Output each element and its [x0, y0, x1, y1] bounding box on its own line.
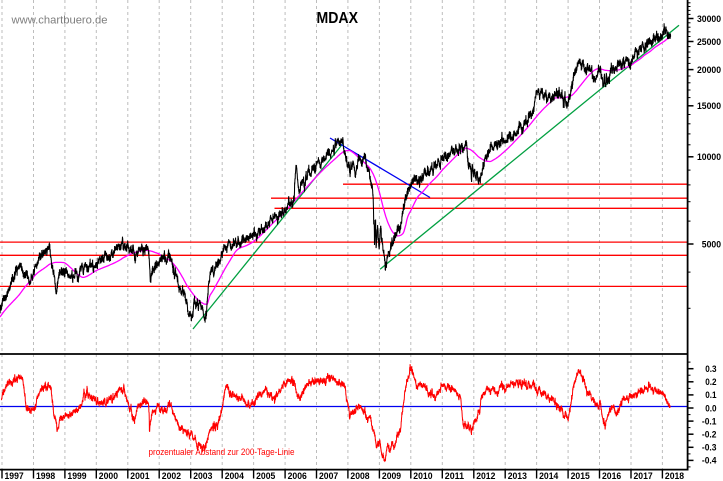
- svg-text:0.0: 0.0: [705, 403, 716, 413]
- svg-text:2008: 2008: [350, 471, 369, 481]
- svg-text:-0.1: -0.1: [702, 416, 717, 426]
- svg-text:2000: 2000: [99, 471, 118, 481]
- svg-text:2011: 2011: [445, 471, 464, 481]
- svg-text:2010: 2010: [413, 471, 432, 481]
- svg-text:0.3: 0.3: [705, 364, 716, 374]
- svg-text:2006: 2006: [288, 471, 307, 481]
- svg-text:10000: 10000: [697, 152, 721, 162]
- svg-text:2013: 2013: [508, 471, 527, 481]
- svg-text:1999: 1999: [67, 471, 86, 481]
- svg-text:-0.2: -0.2: [702, 430, 717, 440]
- svg-text:prozentualer Abstand zur 200-T: prozentualer Abstand zur 200-Tage-Linie: [149, 447, 295, 458]
- svg-text:2005: 2005: [256, 471, 275, 481]
- svg-text:-0.4: -0.4: [702, 456, 717, 466]
- svg-text:0.1: 0.1: [705, 390, 716, 400]
- svg-text:2018: 2018: [665, 471, 684, 481]
- svg-text:30000: 30000: [697, 14, 721, 24]
- svg-text:1997: 1997: [5, 471, 24, 481]
- svg-text:2012: 2012: [476, 471, 495, 481]
- svg-text:25000: 25000: [697, 37, 721, 47]
- svg-text:MDAX: MDAX: [317, 10, 359, 27]
- svg-text:2007: 2007: [319, 471, 338, 481]
- svg-text:-0.3: -0.3: [702, 443, 717, 453]
- svg-text:2014: 2014: [539, 471, 559, 481]
- svg-text:2002: 2002: [162, 471, 181, 481]
- svg-text:2009: 2009: [382, 471, 401, 481]
- svg-text:15000: 15000: [697, 101, 721, 111]
- svg-text:2004: 2004: [225, 471, 245, 481]
- svg-text:5000: 5000: [702, 239, 721, 249]
- svg-text:2015: 2015: [571, 471, 590, 481]
- svg-text:2003: 2003: [193, 471, 212, 481]
- svg-text:1998: 1998: [36, 471, 55, 481]
- svg-text:20000: 20000: [697, 65, 721, 75]
- svg-text:2001: 2001: [130, 471, 149, 481]
- svg-text:2017: 2017: [634, 471, 653, 481]
- svg-text:www.chartbuero.de: www.chartbuero.de: [10, 15, 107, 27]
- svg-text:0.2: 0.2: [705, 377, 716, 387]
- svg-text:2016: 2016: [602, 471, 621, 481]
